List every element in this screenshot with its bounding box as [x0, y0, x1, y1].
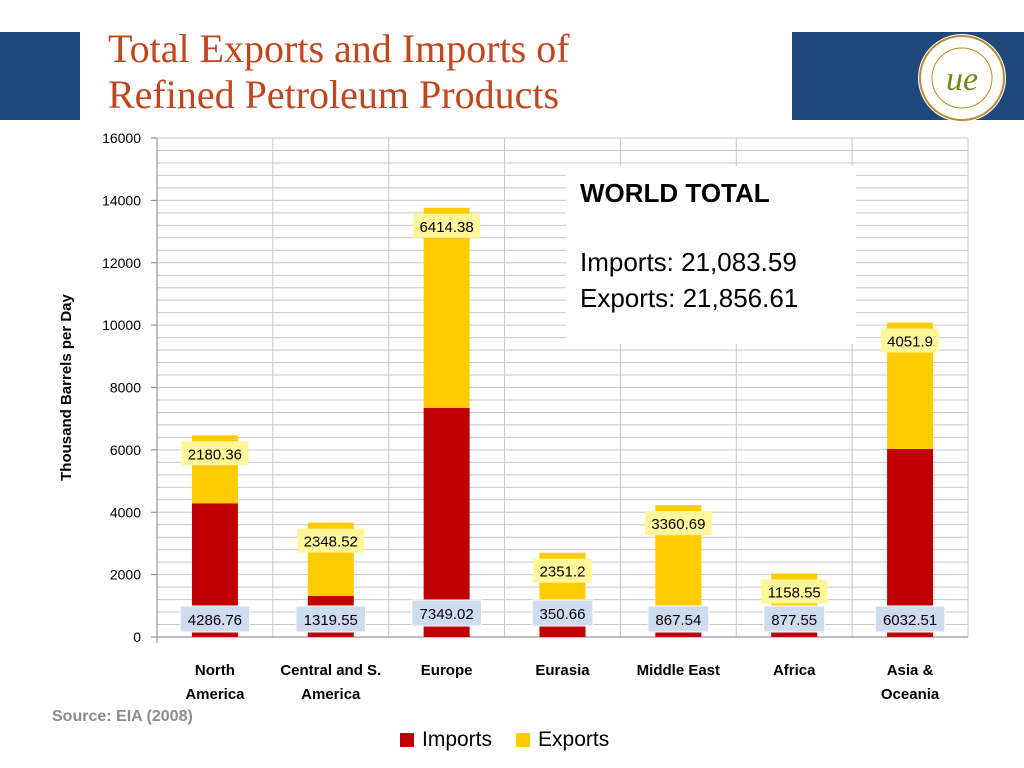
y-tick-label: 14000 — [102, 192, 141, 208]
data-label-exports: 3360.69 — [651, 516, 705, 533]
data-label-imports: 6032.51 — [883, 612, 937, 629]
bar-imports — [423, 407, 470, 637]
slide-title: Total Exports and Imports of Refined Pet… — [108, 26, 728, 118]
x-category-label: Oceania — [881, 686, 940, 703]
logo-outer-ring — [918, 34, 1006, 122]
data-label-exports: 2348.52 — [304, 534, 358, 551]
title-line-2: Refined Petroleum Products — [108, 72, 560, 117]
legend-swatch-imports — [400, 733, 414, 747]
data-label-box-imports — [647, 605, 710, 633]
data-label-exports: 1158.55 — [768, 584, 821, 601]
world-total-heading: WORLD TOTAL — [580, 178, 770, 208]
x-category-label: Eurasia — [535, 662, 590, 679]
y-tick-label: 6000 — [110, 442, 141, 458]
logo-gold-ring — [919, 35, 1005, 121]
source-note: Source: EIA (2008) — [52, 708, 193, 725]
data-label-box-imports — [411, 599, 482, 627]
data-label-imports: 867.54 — [655, 612, 701, 629]
y-tick-label: 4000 — [110, 504, 141, 520]
data-label-box-exports — [760, 579, 828, 604]
x-category-label: Europe — [421, 662, 473, 679]
logo-inner-ring — [931, 47, 993, 109]
bar-imports — [539, 626, 586, 637]
data-label-box-imports — [874, 605, 946, 633]
data-label-box-exports — [413, 213, 481, 238]
data-label-exports: 2180.36 — [188, 446, 242, 463]
y-tick-label: 2000 — [110, 567, 141, 583]
data-label-box-exports — [181, 441, 249, 466]
legend-item-exports: Exports — [516, 728, 609, 752]
data-label-box-imports — [179, 605, 251, 633]
data-label-imports: 7349.02 — [420, 606, 474, 623]
legend-swatch-exports — [516, 733, 531, 747]
y-tick-label: 12000 — [102, 255, 141, 271]
data-label-box-exports — [644, 511, 712, 536]
bar-exports — [423, 207, 470, 408]
data-label-box-imports — [763, 605, 826, 633]
y-axis-title: Thousand Barrels per Day — [58, 293, 75, 480]
data-label-box-exports — [533, 558, 592, 583]
x-category-label: North — [195, 662, 235, 679]
data-label-exports: 2351.2 — [540, 564, 586, 581]
x-category-label: Africa — [773, 662, 816, 679]
x-category-label: Middle East — [637, 662, 720, 679]
y-tick-label: 0 — [133, 629, 141, 645]
y-tick-label: 10000 — [102, 317, 141, 333]
data-label-box-exports — [297, 528, 365, 553]
y-tick-label: 8000 — [110, 380, 141, 396]
chart-legend: Imports Exports — [400, 726, 633, 754]
data-label-exports: 4051.9 — [887, 333, 933, 350]
x-category-label: Central and S. — [280, 662, 381, 679]
data-label-imports: 877.55 — [771, 612, 817, 629]
legend-label-imports: Imports — [422, 728, 493, 751]
world-total-box: WORLD TOTAL Imports: 21,083.59 Exports: … — [566, 166, 856, 344]
header-band-left — [0, 32, 80, 120]
data-label-imports: 350.66 — [540, 606, 586, 623]
x-category-label: Asia & — [887, 662, 934, 679]
legend-label-exports: Exports — [538, 728, 610, 751]
y-tick-label: 16000 — [102, 130, 141, 146]
title-line-1: Total Exports and Imports of — [108, 26, 570, 71]
data-label-imports: 1319.55 — [304, 612, 358, 629]
world-total-exports: Exports: 21,856.61 — [580, 283, 799, 313]
logo-monogram: ue — [946, 61, 978, 98]
data-label-box-imports — [295, 605, 367, 633]
data-label-box-exports — [880, 328, 940, 353]
legend-item-imports: Imports — [400, 728, 492, 752]
data-label-box-imports — [531, 599, 594, 627]
data-label-imports: 4286.76 — [188, 612, 242, 629]
data-label-exports: 6414.38 — [420, 219, 474, 236]
x-category-label: America — [301, 686, 361, 703]
x-category-label: America — [185, 686, 245, 703]
world-total-imports: Imports: 21,083.59 — [580, 247, 797, 277]
university-logo: ue — [918, 34, 1006, 122]
